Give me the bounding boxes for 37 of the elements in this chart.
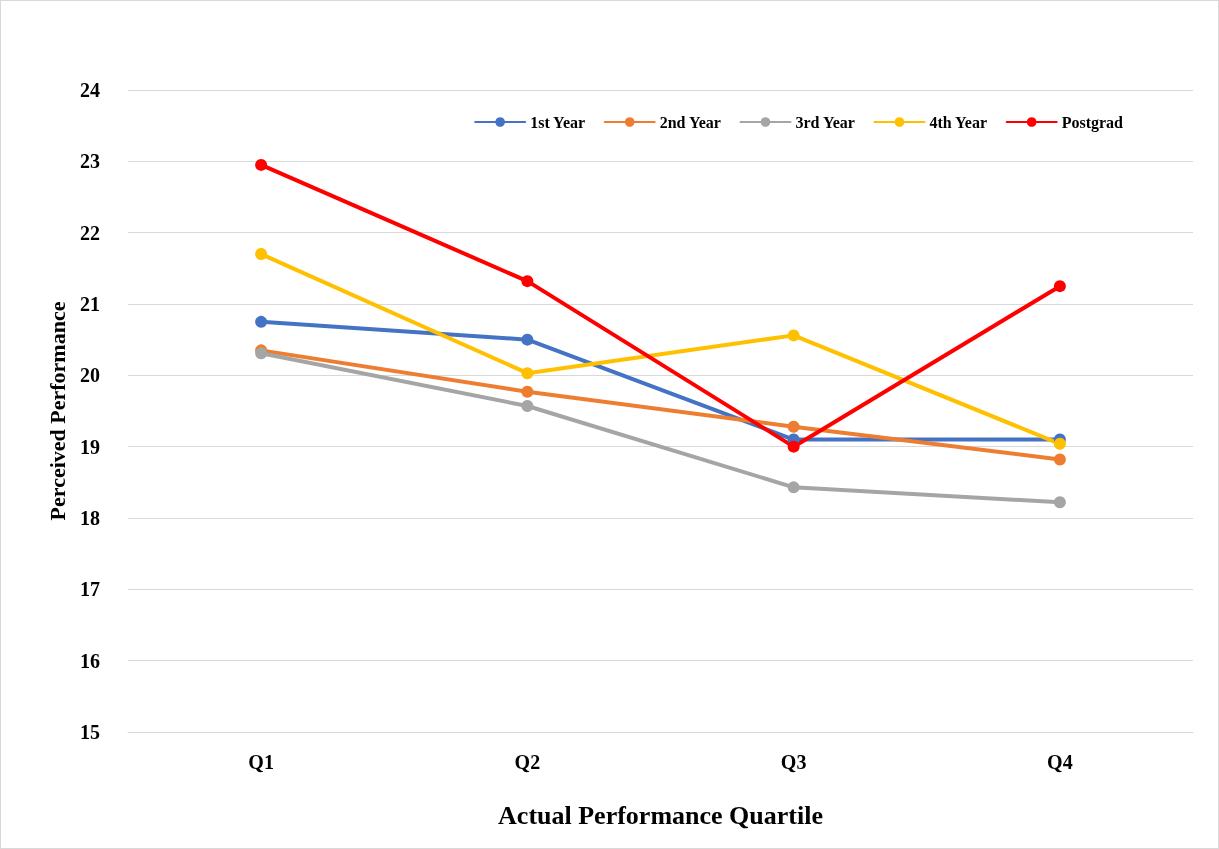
x-tick-label: Q3: [780, 751, 807, 773]
y-tick-label: 18: [80, 507, 100, 529]
point: [787, 440, 800, 453]
y-tick-label: 16: [80, 649, 100, 672]
legend-label: 4th Year: [929, 113, 988, 131]
point: [1053, 437, 1066, 450]
legend-label: 1st Year: [530, 113, 586, 131]
y-axis-title: Perceived Performance: [44, 301, 70, 521]
point: [255, 158, 268, 171]
point: [521, 275, 534, 288]
x-axis-title: Actual Performance Quartile: [498, 800, 823, 830]
point: [521, 333, 534, 346]
x-tick-label: Q4: [1047, 751, 1073, 773]
point: [255, 315, 268, 328]
point: [1053, 496, 1066, 509]
x-tick-label: Q2: [514, 751, 541, 773]
legend-label: Postgrad: [1061, 113, 1124, 132]
point: [255, 248, 268, 261]
point: [1053, 280, 1066, 293]
point: [787, 481, 800, 494]
point: [787, 420, 800, 433]
point: [521, 367, 534, 380]
x-tick-label: Q1: [248, 751, 274, 773]
y-tick-label: 21: [80, 293, 100, 315]
y-tick-label: 22: [80, 221, 100, 244]
y-tick-label: 17: [80, 578, 100, 601]
point: [1053, 453, 1066, 466]
y-tick-label: 15: [80, 721, 100, 743]
y-tick-label: 23: [80, 150, 100, 173]
point: [787, 329, 800, 342]
point: [521, 385, 534, 398]
legend-label: 2nd Year: [659, 113, 721, 131]
y-tick-label: 20: [80, 364, 100, 387]
y-tick-label: 24: [80, 79, 100, 101]
y-tick-label: 19: [80, 435, 100, 458]
point: [521, 400, 534, 412]
legend-label: 3rd Year: [795, 113, 855, 131]
